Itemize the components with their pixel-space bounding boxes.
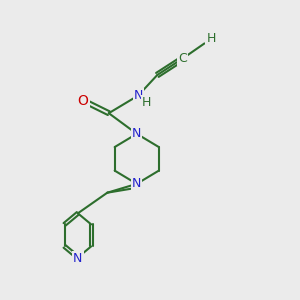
Text: C: C xyxy=(178,52,187,65)
Text: O: O xyxy=(78,94,88,108)
Text: H: H xyxy=(142,96,151,110)
Text: N: N xyxy=(132,127,141,140)
Text: H: H xyxy=(206,32,216,46)
Text: N: N xyxy=(134,89,143,102)
Text: N: N xyxy=(132,177,141,190)
Text: N: N xyxy=(73,252,83,265)
